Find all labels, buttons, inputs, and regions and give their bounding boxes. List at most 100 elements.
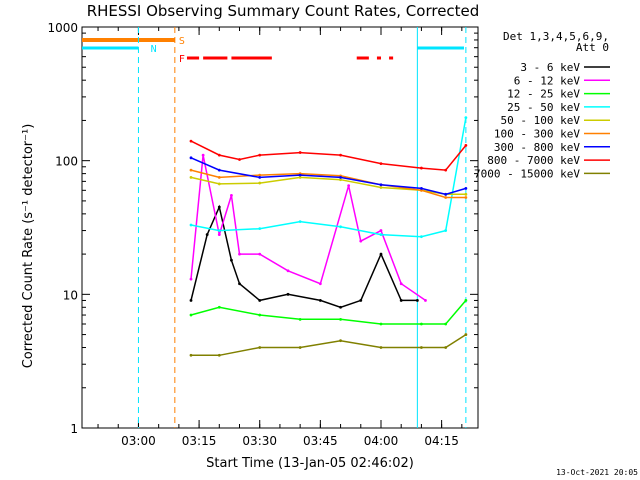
series-point [339,317,342,321]
series-point [258,153,262,157]
x-tick-label: 03:15 [182,434,217,448]
series-line [191,333,467,357]
x-tick-label: 03:45 [303,434,338,448]
series-point [286,269,290,273]
series-point [286,292,290,296]
series-point [444,196,448,199]
series-point [379,252,383,256]
series-point [189,277,193,281]
series-point [379,346,383,349]
series-point [444,346,448,349]
series-point [464,187,468,190]
legend-title-line2: Att 0 [576,41,609,54]
series-point [379,186,383,189]
series-point [258,227,262,231]
series-point [230,193,233,197]
series-point [189,353,193,357]
series-point [464,333,468,336]
y-axis-label: Corrected Count Rate (s⁻¹ detector⁻¹) [21,124,36,369]
series-point [379,162,383,166]
series-point [189,223,193,227]
series-50-100- [189,175,468,196]
series-point [189,299,193,302]
series-point [298,175,302,179]
series-point [415,299,419,302]
series-line [190,140,467,171]
series-point [201,153,205,157]
series-point [217,175,221,179]
series-point [298,173,302,177]
x-axis-label: Start Time (13-Jan-05 02:46:02) [206,456,414,471]
legend-label: 25 - 50 keV [507,101,580,114]
series-point [444,322,448,326]
series-point [464,144,468,147]
series-point [298,317,302,321]
series-25-50- [189,116,468,239]
series-point [379,183,383,187]
series-point [339,153,342,157]
y-tick-label: 1000 [47,21,78,35]
series-point [339,339,342,343]
series-point [217,205,221,209]
series-point [258,173,262,177]
y-tick-label: 10 [63,288,78,302]
series-point [238,158,241,161]
series-point [217,153,221,157]
series-point [189,175,193,179]
legend-title-line1: Det 1,3,4,5,6,9, [503,30,609,43]
series-point [318,282,322,286]
series-point [359,239,363,243]
series-point [347,184,351,188]
series-point [258,181,262,185]
plot-frame [81,26,479,429]
legend-label: 3 - 6 keV [520,61,580,74]
series-point [205,233,209,236]
series-point [298,151,302,154]
series-7000-15000- [189,333,468,357]
series-6-12- [189,153,427,302]
series-300-800- [189,156,468,196]
series-point [464,196,468,199]
series-point [399,299,403,302]
series-point [339,175,342,179]
x-tick-label: 04:00 [364,434,399,448]
series-point [464,116,468,119]
timestamp: 13-Oct-2021 20:05 [556,468,638,477]
series-point [189,156,193,160]
chart-title: RHESSI Observing Summary Count Rates, Co… [87,2,480,20]
series-point [464,299,468,302]
series-point [258,175,262,179]
series-800-7000- [189,139,468,172]
series-point [230,258,233,262]
series-point [359,299,363,302]
night-flag-label: N [151,44,157,55]
series-point [444,229,448,232]
series-point [379,322,383,326]
series-point [298,220,302,224]
series-3-6- [189,204,419,309]
series-point [399,282,403,286]
series-point [217,229,221,232]
series-point [339,225,342,229]
series-point [258,346,262,349]
series-point [420,187,423,190]
legend-label: 7000 - 15000 keV [474,167,580,180]
legend-label: 6 - 12 keV [514,74,581,87]
series-point [339,305,342,309]
y-tick-label: 100 [55,155,78,169]
series-point [238,252,241,256]
series-point [217,182,221,186]
series-point [258,299,262,302]
series-point [217,233,221,236]
flare-flag-label: F [179,54,185,65]
plot-area: 1 10 100 1000 03:00 03:15 03:30 03:45 04:00 04:15… [47,21,479,448]
series-point [258,252,262,256]
series-point [217,168,221,172]
legend-label: 800 - 7000 keV [487,154,580,167]
series-point [217,353,221,357]
x-tick-label: 03:30 [242,434,277,448]
series-point [379,229,383,232]
series-point [318,299,322,302]
